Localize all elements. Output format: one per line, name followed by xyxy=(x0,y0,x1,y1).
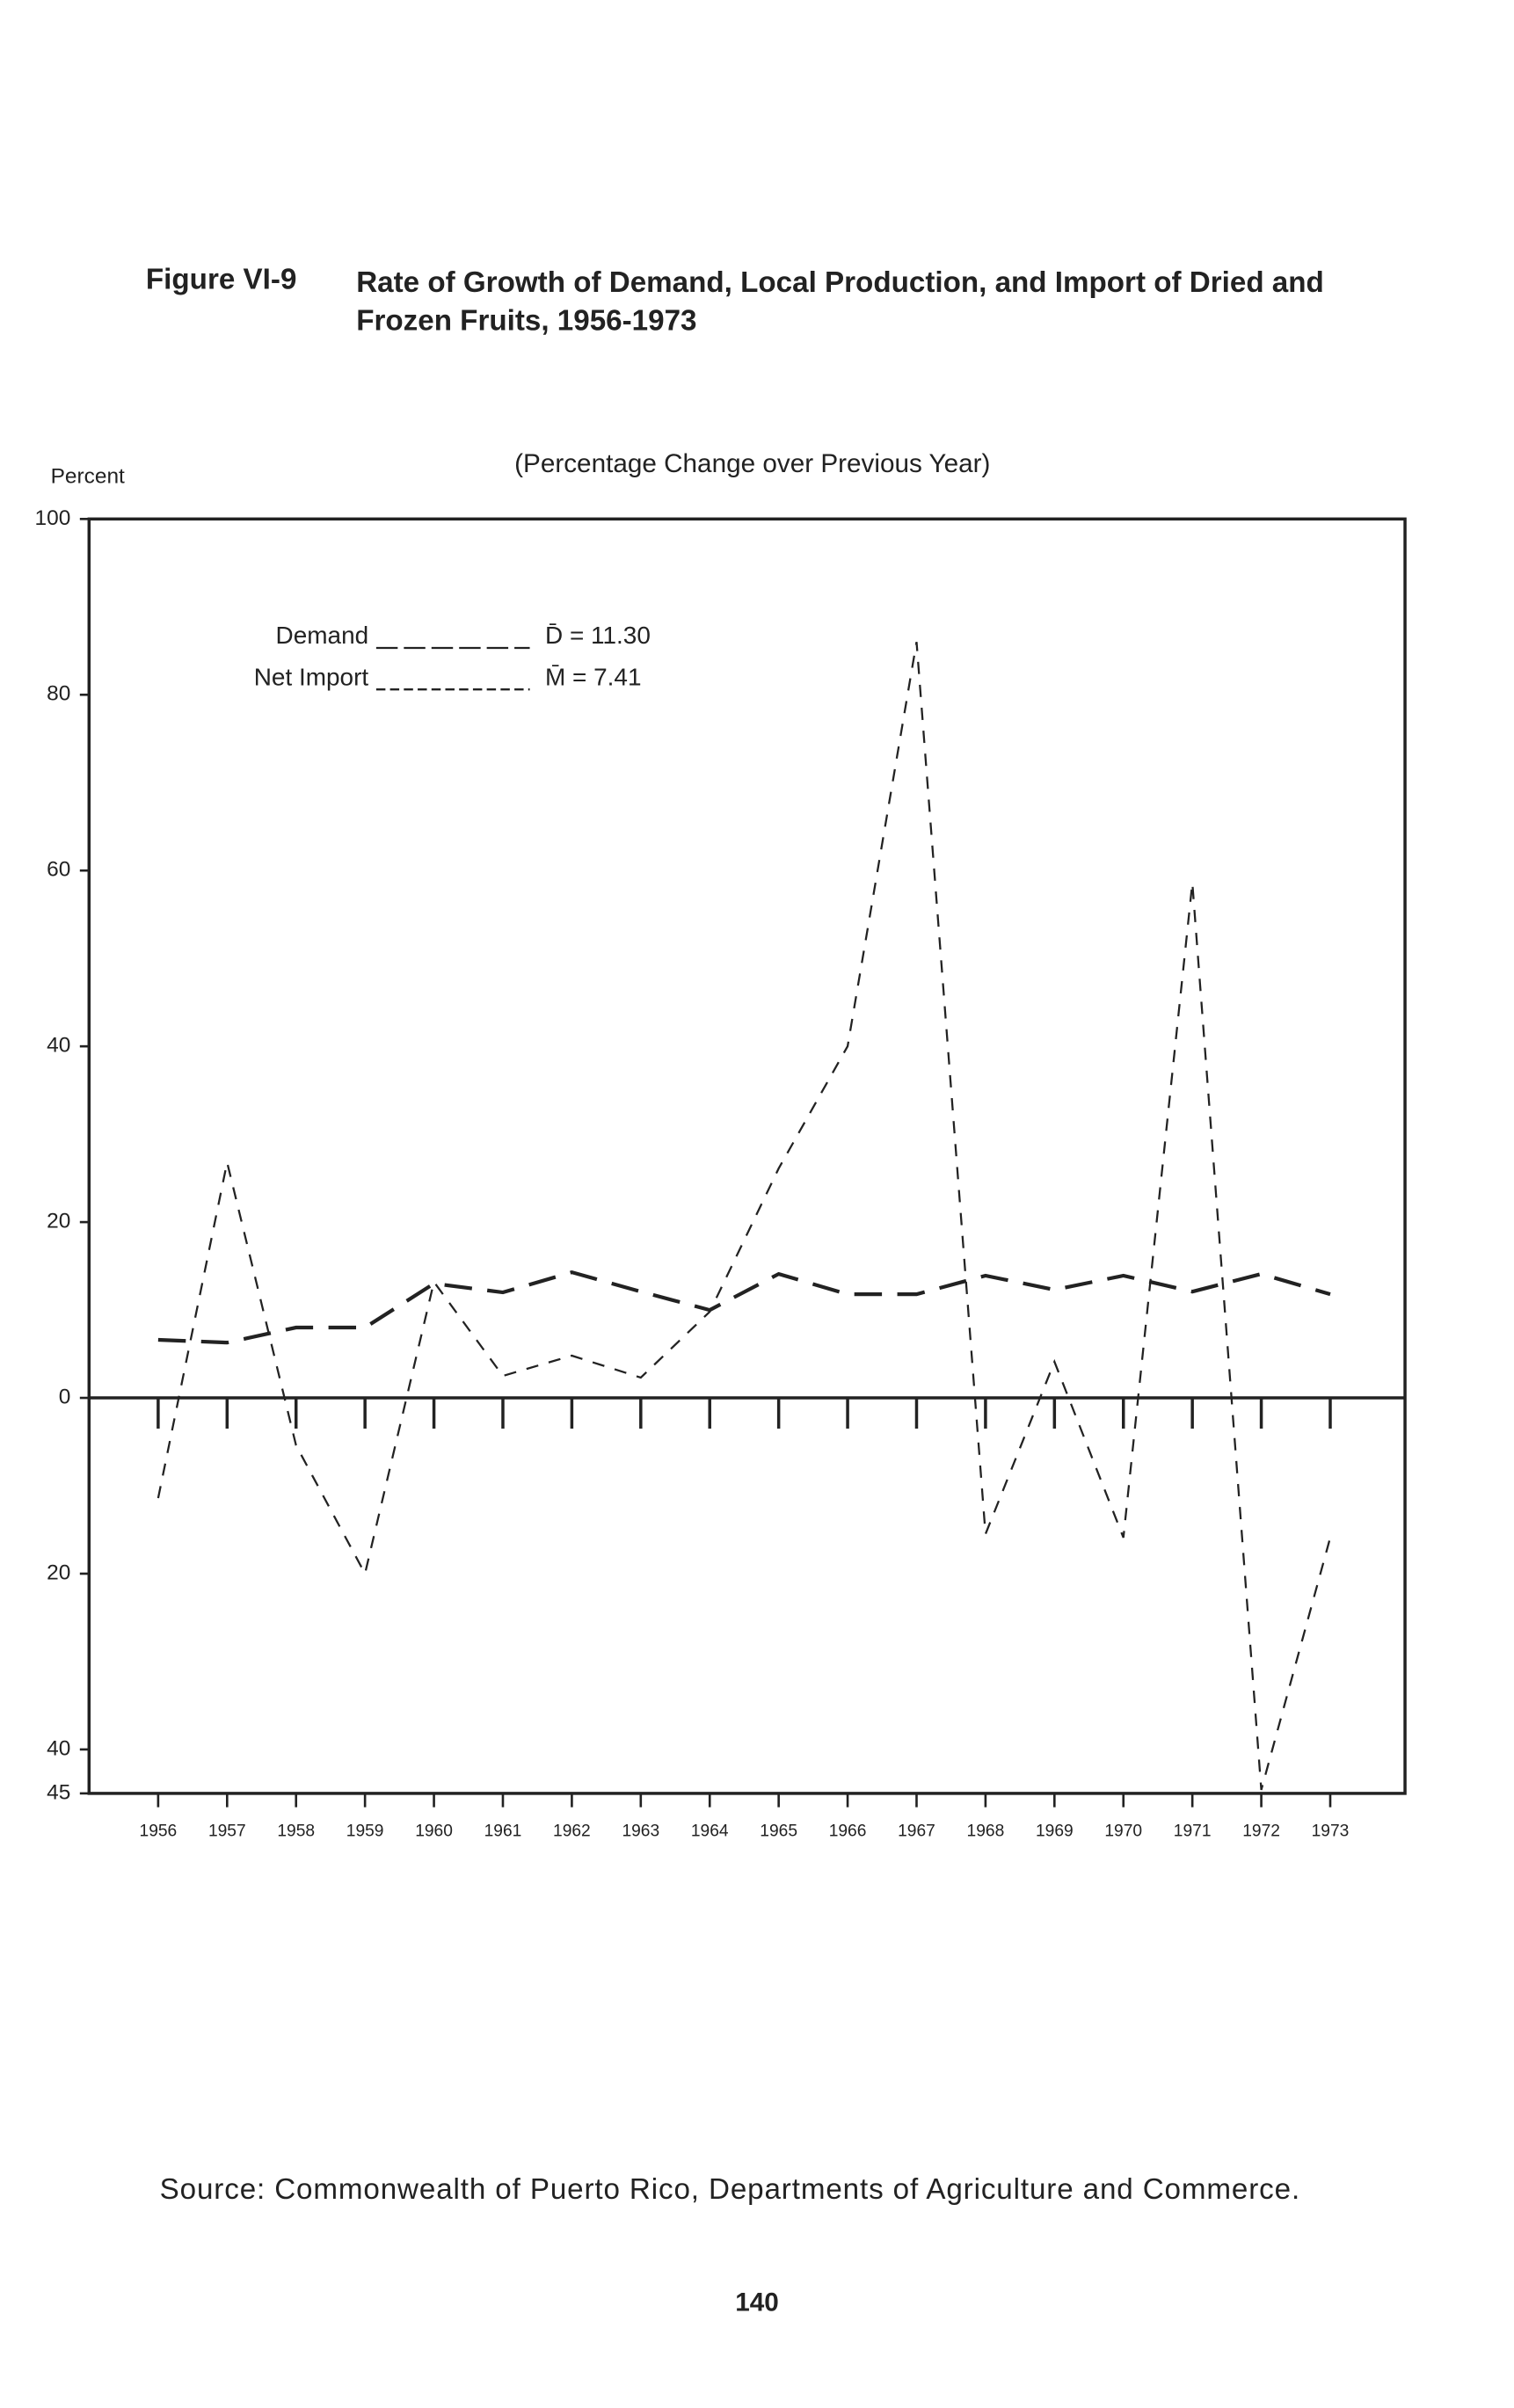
x-tick-label: 1959 xyxy=(346,1822,384,1841)
chart-title: Rate of Growth of Demand, Local Producti… xyxy=(356,266,1324,338)
y-tick-label: 20 xyxy=(47,1210,70,1233)
y-tick-label: 0 xyxy=(59,1385,71,1408)
source-note: Source: Commonwealth of Puerto Rico, Dep… xyxy=(159,2174,1301,2207)
y-tick-label: 40 xyxy=(47,1034,70,1058)
page-number: 140 xyxy=(735,2288,779,2317)
x-tick-label: 1967 xyxy=(898,1822,935,1841)
y-tick-label: 60 xyxy=(47,858,70,882)
legend-mean: M̄ = 7.41 xyxy=(545,663,642,690)
legend-mean: D̄ = 11.30 xyxy=(545,622,651,649)
x-tick-label: 1972 xyxy=(1242,1822,1280,1841)
y-tick-label: 100 xyxy=(35,506,71,530)
x-tick-label: 1970 xyxy=(1104,1822,1142,1841)
x-tick-label: 1968 xyxy=(967,1822,1005,1841)
x-tick-label: 1973 xyxy=(1312,1822,1350,1841)
x-tick-label: 1961 xyxy=(484,1822,522,1841)
x-tick-label: 1957 xyxy=(208,1822,246,1841)
x-tick-label: 1956 xyxy=(140,1822,178,1841)
figure-label: Figure VI-9 xyxy=(145,264,297,297)
x-tick-label: 1966 xyxy=(829,1822,867,1841)
series-line xyxy=(157,1269,1331,1345)
series-line xyxy=(156,642,1332,1791)
x-tick-label: 1965 xyxy=(760,1822,797,1841)
chart-subtitle: (Percentage Change over Previous Year) xyxy=(514,449,990,478)
legend-label: Net Import xyxy=(254,663,369,690)
x-tick-label: 1969 xyxy=(1036,1822,1074,1841)
x-tick-label: 1964 xyxy=(691,1822,729,1841)
y-axis-label: Percent xyxy=(51,465,125,489)
x-tick-label: 1963 xyxy=(622,1822,659,1841)
x-tick-label: 1958 xyxy=(277,1822,315,1841)
x-tick-label: 1971 xyxy=(1174,1822,1212,1841)
y-tick-label: 80 xyxy=(47,682,70,706)
y-tick-label: 40 xyxy=(47,1736,70,1760)
legend-label: Demand xyxy=(276,622,369,649)
y-tick-label: 45 xyxy=(47,1780,70,1804)
x-tick-label: 1962 xyxy=(553,1822,591,1841)
x-tick-label: 1960 xyxy=(415,1822,453,1841)
plot-frame xyxy=(87,517,1407,1795)
y-tick-label: 20 xyxy=(47,1560,70,1584)
